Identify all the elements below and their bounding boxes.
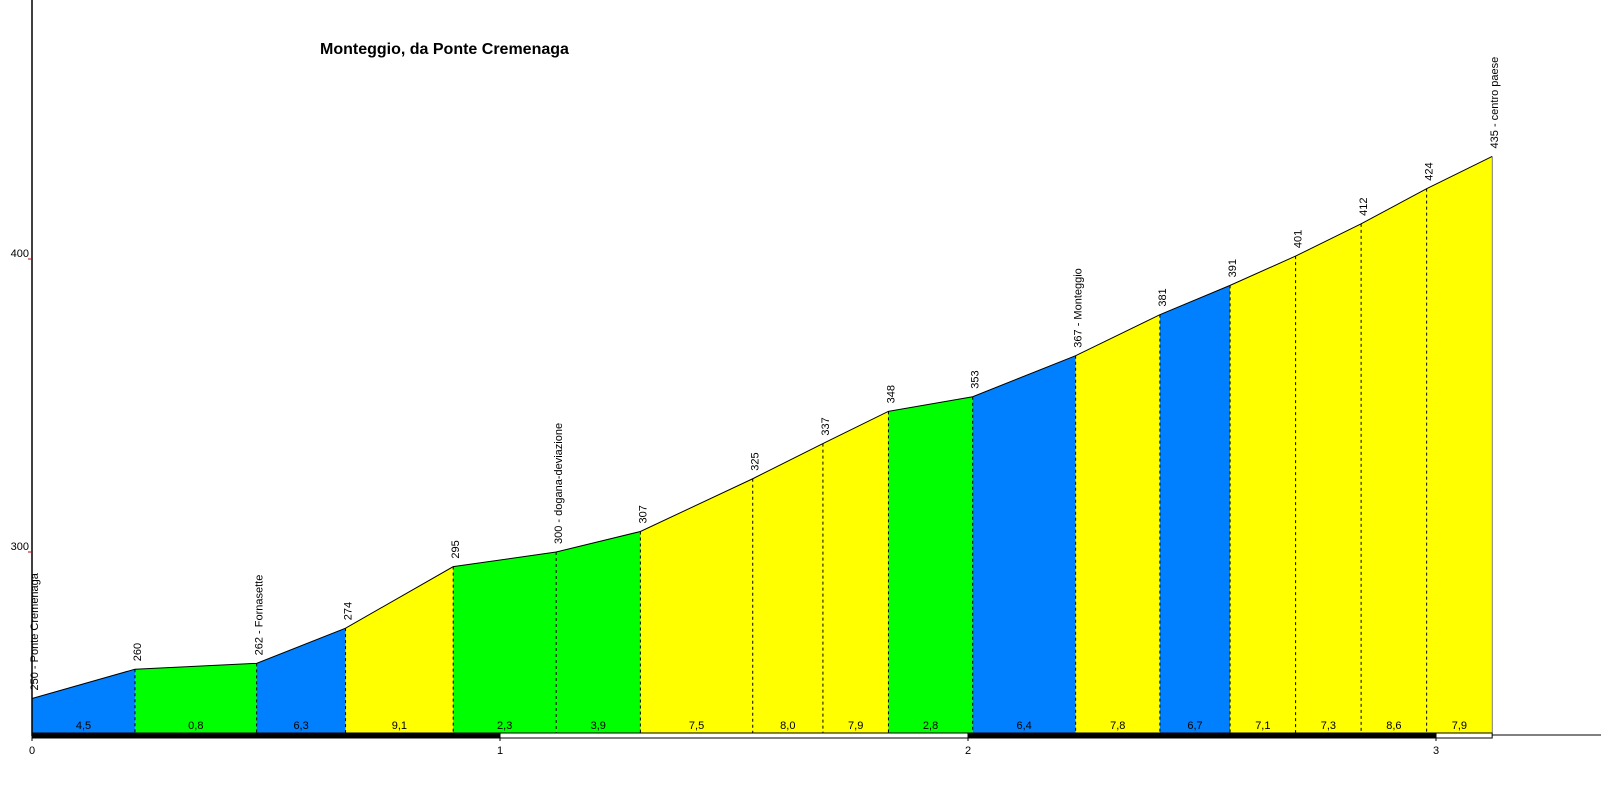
- profile-segment: [888, 396, 973, 733]
- elevation-label: 435 - centro paese: [1489, 57, 1501, 149]
- elevation-label: 367 - Monteggio: [1073, 268, 1085, 348]
- segment-fills: [32, 156, 1493, 733]
- profile-segment: [1230, 256, 1296, 733]
- axes: 0 1 2 3 300 400: [11, 0, 1601, 757]
- profile-segment: [1295, 223, 1362, 733]
- x-tick-label: 0: [29, 745, 35, 757]
- profile-line: [31, 156, 1493, 699]
- gradient-label: 8,0: [780, 720, 795, 732]
- gradient-label: 7,5: [689, 720, 704, 732]
- gradient-label: 3,9: [591, 720, 606, 732]
- gradient-label: 7,3: [1321, 720, 1336, 732]
- point-labels: 250 - Ponte Cremenaga 260 262 - Fornasette…: [29, 57, 1501, 691]
- gradient-label: 7,9: [1452, 720, 1467, 732]
- gradient-label: 6,4: [1017, 720, 1032, 732]
- x-tick-label: 1: [497, 745, 503, 757]
- profile-segment: [822, 411, 889, 733]
- km-band: [499, 732, 969, 739]
- gradient-label: 7,1: [1255, 720, 1270, 732]
- chart-title: Monteggio, da Ponte Cremenaga: [320, 41, 569, 58]
- x-tick-label: 2: [965, 745, 971, 757]
- elevation-label: 401: [1293, 230, 1305, 248]
- gradient-label: 0,8: [188, 720, 203, 732]
- profile-segment: [453, 552, 557, 733]
- gradient-label: 7,8: [1110, 720, 1125, 732]
- km-band: [1435, 732, 1493, 739]
- profile-segment: [256, 628, 346, 733]
- elevation-label: 250 - Ponte Cremenaga: [29, 572, 41, 690]
- profile-segment: [1075, 314, 1160, 733]
- gradient-label: 2,8: [923, 720, 938, 732]
- gradient-label: 8,6: [1386, 720, 1401, 732]
- y-tick-label: 400: [11, 248, 29, 260]
- profile-segment: [556, 531, 641, 733]
- profile-segment: [1426, 156, 1493, 733]
- elevation-label: 348: [885, 385, 897, 403]
- y-tick-label: 300: [11, 541, 29, 553]
- gradient-label: 6,3: [293, 720, 308, 732]
- profile-segment: [134, 663, 257, 733]
- km-band: [967, 732, 1437, 739]
- elevation-label: 424: [1424, 162, 1436, 180]
- profile-segment: [1361, 188, 1427, 733]
- elevation-label: 337: [820, 417, 832, 435]
- x-tick-label: 3: [1433, 745, 1439, 757]
- profile-segment: [32, 669, 135, 733]
- elevation-label: 262 - Fornasette: [254, 575, 266, 656]
- profile-outline: [31, 156, 1493, 699]
- gradient-label: 7,9: [848, 720, 863, 732]
- gradient-label: 6,7: [1187, 720, 1202, 732]
- profile-segment: [972, 355, 1076, 733]
- elevation-label: 260: [132, 643, 144, 661]
- elevation-label: 274: [343, 602, 355, 620]
- gradient-label: 4,5: [76, 720, 91, 732]
- elevation-label: 391: [1227, 259, 1239, 277]
- profile-segment: [345, 566, 454, 733]
- elevation-label: 295: [450, 540, 462, 558]
- elevation-label: 381: [1157, 288, 1169, 306]
- profile-segment: [640, 478, 753, 733]
- gradient-label: 9,1: [392, 720, 407, 732]
- profile-segment: [1159, 285, 1231, 733]
- elevation-label: 353: [970, 370, 982, 388]
- gradient-label: 2,3: [497, 720, 512, 732]
- gradient-labels: 4,5 0,8 6,3 9,1 2,3 3,9 7,5 8,0 7,9 2,8 6,4 7,8 6,7 7…: [76, 720, 1467, 732]
- profile-segment: [752, 443, 823, 733]
- elevation-label: 412: [1358, 197, 1370, 215]
- segment-dividers: [134, 156, 1493, 733]
- km-band: [31, 732, 501, 739]
- elevation-label: 307: [637, 505, 649, 523]
- elevation-label: 300 - dogana-deviazione: [553, 423, 565, 544]
- elevation-label: 325: [750, 452, 762, 470]
